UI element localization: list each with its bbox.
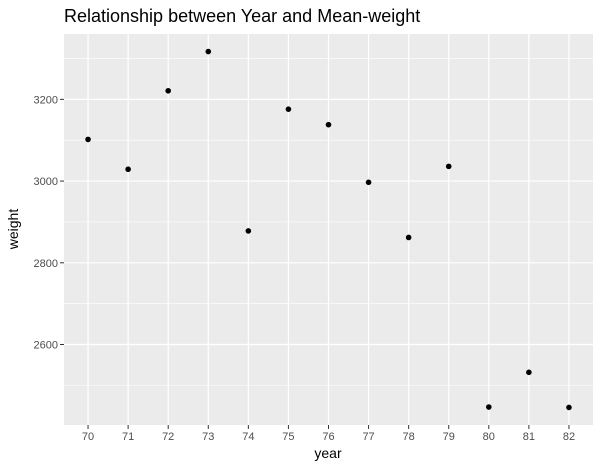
data-point: [445, 163, 452, 170]
data-point: [205, 48, 212, 55]
data-point: [526, 369, 532, 376]
data-points: [85, 48, 572, 411]
x-tick-label: 81: [523, 431, 535, 443]
x-tick-label: 76: [322, 431, 334, 443]
major-gridlines: [64, 34, 593, 425]
x-axis-title: year: [314, 445, 342, 461]
y-tick-label: 2600: [34, 340, 58, 352]
x-tick-label: 73: [202, 431, 214, 443]
chart-title: Relationship between Year and Mean-weigh…: [64, 6, 420, 26]
y-tick-label: 3000: [34, 176, 58, 188]
x-tick-label: 71: [122, 431, 134, 443]
x-tick-label: 70: [82, 431, 94, 443]
data-point: [486, 404, 492, 410]
x-tick-label: 80: [483, 431, 495, 443]
x-tick-label: 72: [162, 431, 174, 443]
y-axis-title: weight: [5, 209, 21, 251]
x-tick-label: 79: [443, 431, 455, 443]
y-axis-ticks: 2600 2800 3000 3200: [34, 94, 64, 352]
data-point: [325, 121, 332, 128]
data-point: [365, 179, 372, 186]
data-point: [285, 106, 292, 112]
data-point: [405, 234, 412, 241]
data-point: [125, 166, 131, 173]
x-tick-label: 78: [403, 431, 415, 443]
x-tick-label: 74: [242, 431, 254, 443]
x-axis-ticks: 70 71 72 73 74 75 76 77 78 79 80 81 82: [82, 425, 575, 443]
x-tick-label: 75: [282, 431, 294, 443]
data-point: [165, 87, 171, 94]
data-point: [245, 228, 252, 234]
x-tick-label: 77: [362, 431, 374, 443]
y-tick-label: 2800: [34, 258, 58, 270]
data-point: [85, 136, 91, 143]
y-tick-label: 3200: [34, 94, 58, 106]
data-point: [566, 404, 572, 411]
x-tick-label: 82: [563, 431, 575, 443]
